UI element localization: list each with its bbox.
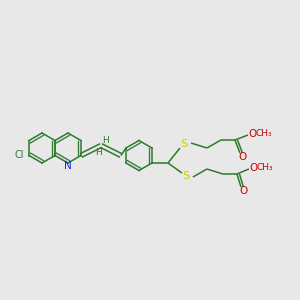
Text: CH₃: CH₃ xyxy=(256,128,272,137)
Text: O: O xyxy=(240,186,248,196)
Text: O: O xyxy=(249,129,257,139)
Text: H: H xyxy=(96,148,102,157)
Text: S: S xyxy=(180,139,188,149)
Text: O: O xyxy=(250,163,258,173)
Text: Cl: Cl xyxy=(14,151,24,160)
Text: CH₃: CH₃ xyxy=(256,164,273,172)
Text: S: S xyxy=(182,171,190,181)
Text: H: H xyxy=(103,136,109,145)
Text: N: N xyxy=(64,161,72,171)
Text: O: O xyxy=(239,152,247,162)
